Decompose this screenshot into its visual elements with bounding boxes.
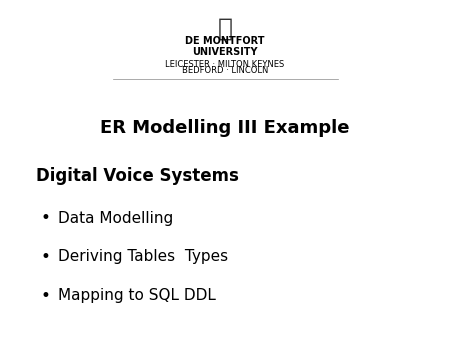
Text: DE MONTFORT: DE MONTFORT (185, 35, 265, 46)
Text: ER Modelling III Example: ER Modelling III Example (100, 119, 350, 138)
Text: Data Modelling: Data Modelling (58, 211, 174, 225)
Text: 🦁: 🦁 (217, 17, 233, 41)
Text: Mapping to SQL DDL: Mapping to SQL DDL (58, 288, 216, 303)
Text: LEICESTER · MILTON KEYNES: LEICESTER · MILTON KEYNES (166, 60, 284, 69)
Text: BEDFORD · LINCOLN: BEDFORD · LINCOLN (182, 67, 268, 75)
Text: •: • (40, 209, 50, 227)
Text: •: • (40, 248, 50, 266)
Text: Deriving Tables  Types: Deriving Tables Types (58, 249, 229, 264)
Text: Digital Voice Systems: Digital Voice Systems (36, 167, 239, 185)
Text: •: • (40, 287, 50, 305)
Text: UNIVERSITY: UNIVERSITY (192, 47, 258, 57)
